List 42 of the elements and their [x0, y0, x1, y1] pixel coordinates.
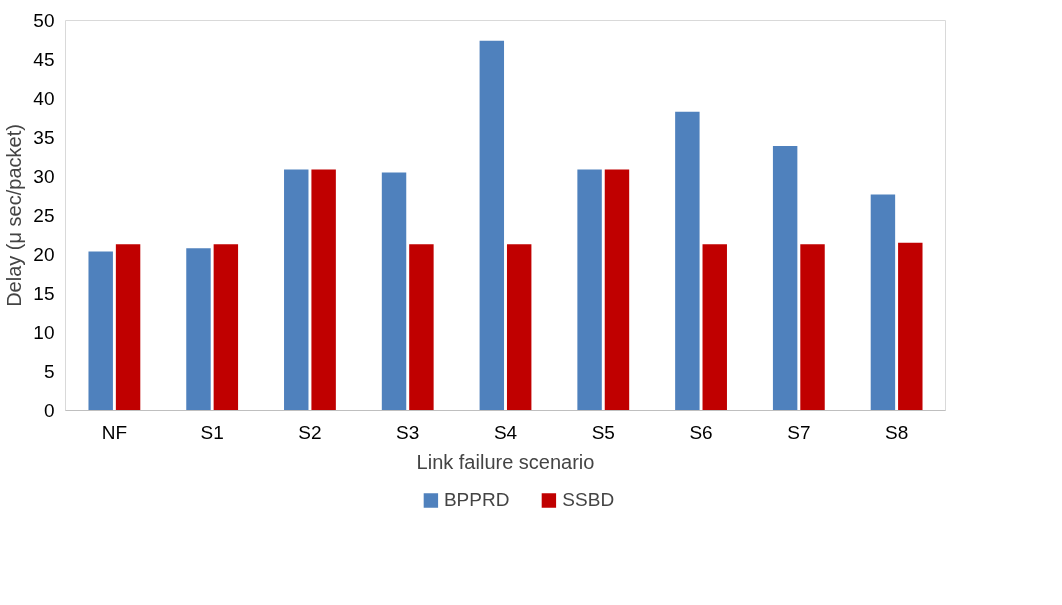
bar [898, 242, 923, 411]
bar [479, 40, 505, 411]
x-tick-label: S3 [396, 421, 420, 443]
bar [409, 244, 434, 411]
y-tick-label: 15 [33, 283, 55, 304]
y-tick-label: 50 [33, 10, 55, 31]
bar [675, 111, 700, 411]
bar [213, 244, 239, 411]
bar [381, 172, 407, 411]
y-tick-label: 25 [33, 205, 55, 226]
y-axis-title: Delay (μ sec/packet) [3, 124, 26, 307]
x-tick-label: NF [101, 421, 128, 443]
bar [115, 244, 141, 411]
y-tick-label: 30 [33, 166, 55, 187]
legend-label: SSBD [562, 489, 615, 511]
bar [772, 146, 798, 411]
x-tick-label: S1 [200, 421, 224, 443]
y-tick-label: 20 [33, 244, 55, 265]
y-tick-label: 45 [33, 49, 55, 70]
legend-label: BPPRD [443, 489, 510, 511]
bar [506, 244, 532, 411]
bar [604, 169, 630, 411]
bar [870, 194, 896, 411]
x-tick-label: S6 [689, 421, 713, 443]
y-tick-label: 40 [33, 88, 55, 109]
y-tick-label: 0 [43, 400, 55, 421]
x-tick-label: S2 [298, 421, 322, 443]
x-tick-label: S5 [591, 421, 615, 443]
bar [88, 251, 113, 411]
bar [577, 169, 602, 411]
x-tick-label: S7 [787, 421, 811, 443]
bar [284, 169, 309, 411]
bar [800, 244, 825, 411]
x-axis-title: Link failure scenario [416, 450, 595, 473]
y-tick-label: 5 [43, 361, 55, 382]
bar [311, 169, 336, 411]
y-tick-label: 35 [33, 127, 55, 148]
x-tick-label: S8 [884, 421, 909, 443]
bar [702, 244, 727, 411]
y-tick-label: 10 [33, 322, 55, 343]
x-tick-label: S4 [493, 421, 518, 443]
bar [186, 248, 211, 411]
